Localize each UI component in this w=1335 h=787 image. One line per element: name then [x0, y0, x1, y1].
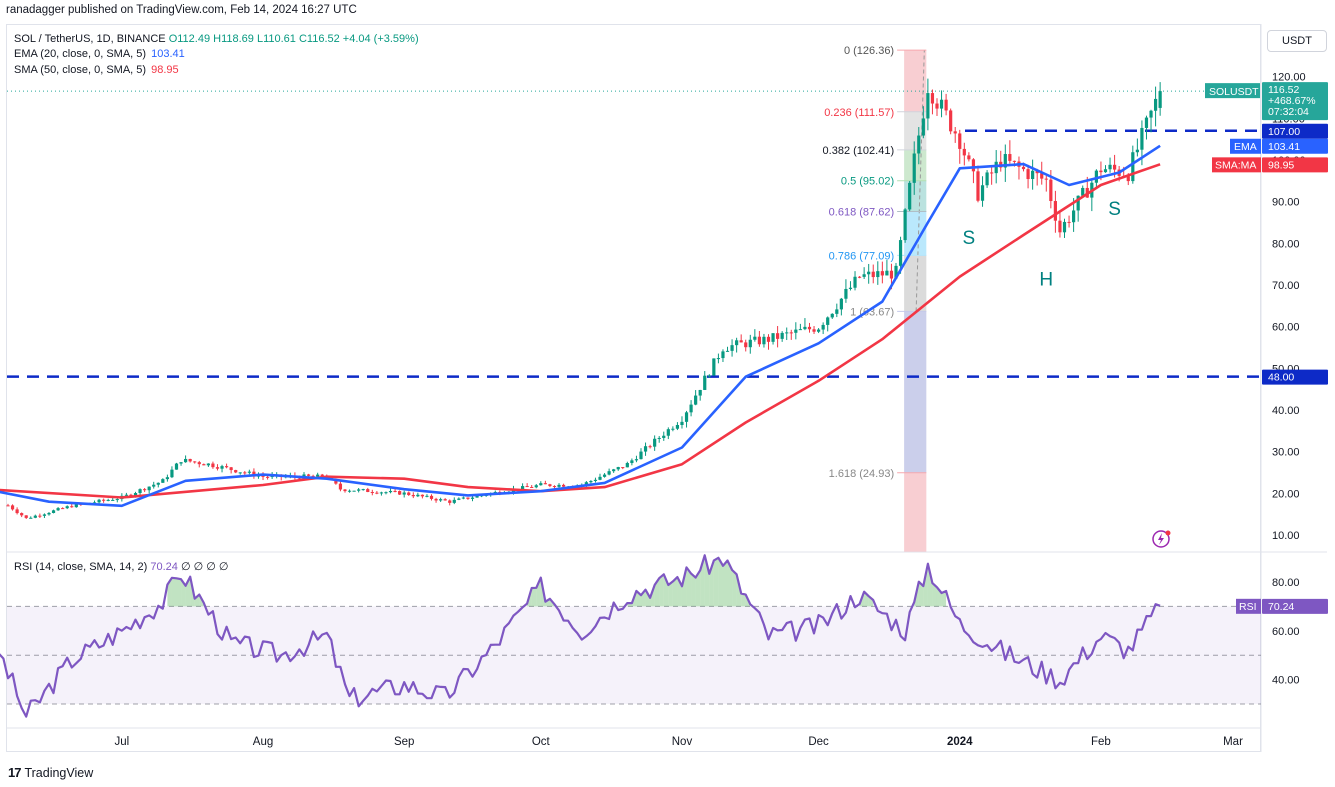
price-axis-tick: 20.00 [1272, 488, 1300, 500]
price-axis-tick: 60.00 [1272, 322, 1300, 334]
price-axis-tick: 120.00 [1272, 72, 1306, 84]
last-price-badge [1262, 82, 1328, 121]
price-axis-tick: 110.00 [1272, 113, 1305, 125]
legend-rsi-value: 70.24 [150, 561, 178, 573]
rsi-axis-tick: 40.00 [1272, 675, 1300, 687]
rsi-badge-bg [1262, 598, 1328, 614]
sma-badge-bg [1262, 157, 1328, 173]
last-price-badge-bg [1262, 82, 1328, 121]
publisher-line: ranadagger published on TradingView.com,… [6, 4, 357, 16]
last-price-badge-text: 07:32:04 [1268, 106, 1309, 118]
rsi-badge-text: 70.24 [1268, 601, 1294, 613]
legend-ema-row[interactable]: EMA (20, close, 0, SMA, 5) 103.41 [14, 48, 185, 60]
price-axis-tick: 10.00 [1272, 530, 1300, 542]
footer-brand: TradingView [24, 765, 94, 780]
rsi-axis-tick: 60.00 [1272, 626, 1300, 638]
tradingview-logo-icon: 17 [8, 765, 22, 780]
level-48-badge-text: 48.00 [1268, 372, 1294, 384]
legend-rsi-row[interactable]: RSI (14, close, SMA, 14, 2) 70.24 ∅ ∅ ∅ … [14, 560, 228, 573]
legend-ema-label: EMA (20, close, 0, SMA, 5) [14, 48, 147, 60]
rsi-axis-tick: 80.00 [1272, 577, 1300, 589]
legend-rsi-extra: ∅ ∅ ∅ ∅ [180, 561, 229, 573]
legend-symbol-row: SOL / TetherUS, 1D, BINANCE O112.49 H118… [14, 33, 419, 45]
price-axis-tick: 30.00 [1272, 447, 1300, 459]
sma-badge-text: 98.95 [1268, 159, 1294, 171]
legend-ohlc: O112.49 H118.69 L110.61 C116.52 +4.04 (+… [168, 33, 419, 45]
level-107-badge-text: 107.00 [1268, 126, 1300, 138]
price-axis-tick: 70.00 [1272, 280, 1300, 292]
price-axis-tick: 100.00 [1272, 155, 1306, 167]
price-axis-tick: 40.00 [1272, 405, 1300, 417]
last-price-badge-text: 116.52 [1268, 84, 1299, 96]
legend-ema-value: 103.41 [151, 48, 185, 60]
sma-badge [1262, 157, 1328, 173]
level-107-badge-bg [1262, 123, 1328, 139]
currency-button[interactable]: USDT [1267, 30, 1327, 52]
price-axis-tick: 90.00 [1272, 197, 1300, 209]
ema-badge [1262, 138, 1328, 154]
level-107-badge [1262, 123, 1328, 139]
chart-frame [6, 24, 1261, 752]
ema-badge-bg [1262, 138, 1328, 154]
legend-sma-label: SMA (50, close, 0, SMA, 5) [14, 64, 147, 76]
legend-rsi-label: RSI (14, close, SMA, 14, 2) [14, 561, 148, 573]
legend-symbol[interactable]: SOL / TetherUS, 1D, BINANCE [14, 33, 166, 45]
price-axis-tick: 50.00 [1272, 363, 1300, 375]
level-48-badge [1262, 369, 1328, 385]
last-price-badge-text: +468.67% [1268, 95, 1316, 107]
legend-sma-value: 98.95 [151, 64, 179, 76]
level-48-badge-bg [1262, 369, 1328, 385]
price-axis-tick: 80.00 [1272, 238, 1300, 250]
legend-sma-row[interactable]: SMA (50, close, 0, SMA, 5) 98.95 [14, 64, 179, 76]
footer[interactable]: 17 TradingView [8, 765, 93, 780]
rsi-badge [1262, 598, 1328, 614]
ema-badge-text: 103.41 [1268, 141, 1300, 153]
